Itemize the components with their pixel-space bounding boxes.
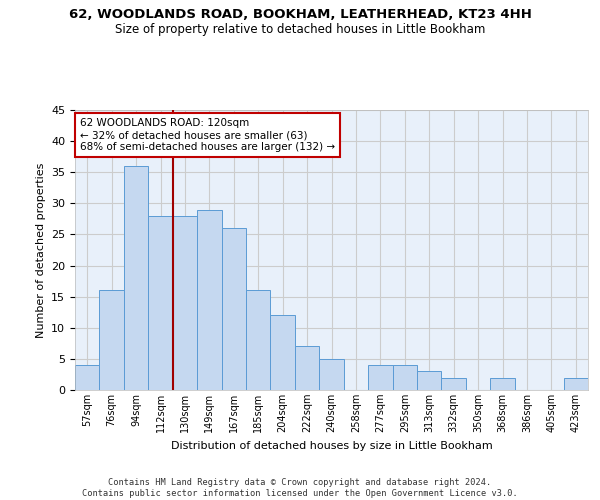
Bar	[563, 378, 588, 390]
Bar	[75, 365, 100, 390]
Bar	[124, 166, 148, 390]
X-axis label: Distribution of detached houses by size in Little Bookham: Distribution of detached houses by size …	[170, 440, 493, 450]
Text: Contains HM Land Registry data © Crown copyright and database right 2024.
Contai: Contains HM Land Registry data © Crown c…	[82, 478, 518, 498]
Bar	[368, 365, 392, 390]
Bar	[148, 216, 173, 390]
Bar	[490, 378, 515, 390]
Text: 62 WOODLANDS ROAD: 120sqm
← 32% of detached houses are smaller (63)
68% of semi-: 62 WOODLANDS ROAD: 120sqm ← 32% of detac…	[80, 118, 335, 152]
Bar	[392, 365, 417, 390]
Bar	[319, 359, 344, 390]
Y-axis label: Number of detached properties: Number of detached properties	[35, 162, 46, 338]
Text: 62, WOODLANDS ROAD, BOOKHAM, LEATHERHEAD, KT23 4HH: 62, WOODLANDS ROAD, BOOKHAM, LEATHERHEAD…	[68, 8, 532, 20]
Bar	[442, 378, 466, 390]
Bar	[221, 228, 246, 390]
Bar	[246, 290, 271, 390]
Bar	[100, 290, 124, 390]
Bar	[197, 210, 221, 390]
Bar	[295, 346, 319, 390]
Bar	[417, 372, 442, 390]
Text: Size of property relative to detached houses in Little Bookham: Size of property relative to detached ho…	[115, 22, 485, 36]
Bar	[271, 316, 295, 390]
Bar	[173, 216, 197, 390]
